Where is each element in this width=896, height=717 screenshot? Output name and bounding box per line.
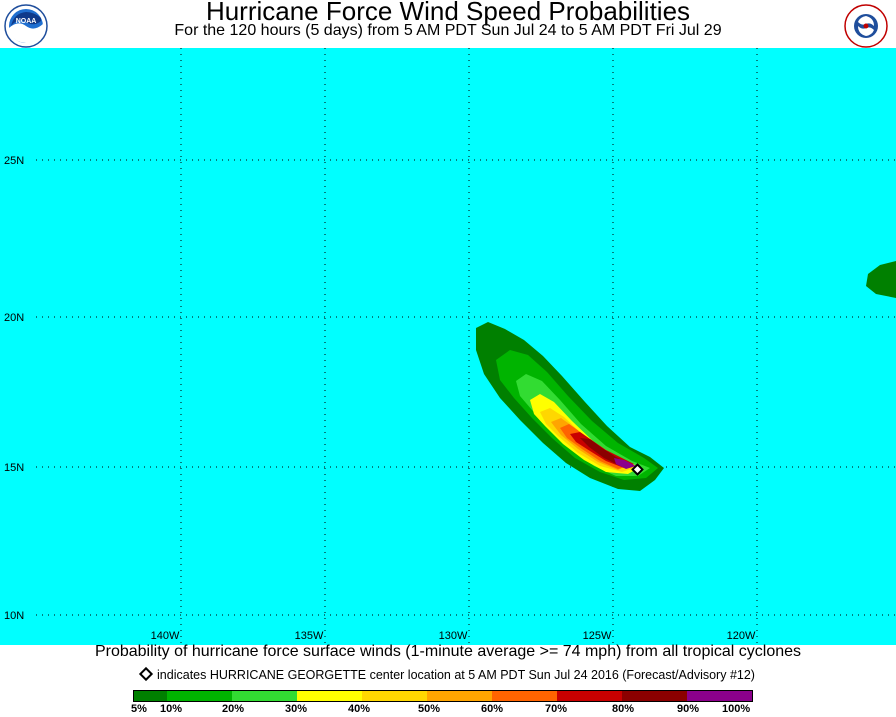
legend-label: 40% [348,703,371,715]
legend-swatch [492,690,557,702]
national-weather-service-logo [844,4,888,48]
storm-note: indicates HURRICANE GEORGETTE center loc… [0,666,896,682]
legend-swatch [133,690,167,702]
legend-labels: 5% 10% 20% 30% 40% 50% 60% 70% 80% 90% 1… [0,703,896,717]
storm-center-diamond [631,463,644,476]
svg-text:NOAA: NOAA [16,18,37,25]
noaa-logo: NOAA [4,4,48,48]
legend-swatch [362,690,427,702]
lat-label: 25N [4,155,24,167]
legend-swatch [557,690,622,702]
probability-map: 25N 20N 15N 10N 140W 135W 130W 125W 120W [0,48,896,645]
lat-label: 10N [4,610,24,622]
legend-swatch [687,690,753,702]
lon-label: 130W [439,630,468,642]
legend-label: 30% [285,703,308,715]
legend-label: 50% [418,703,441,715]
latitude-labels: 25N 20N 15N 10N [4,155,24,622]
footer: Probability of hurricane force surface w… [0,643,896,717]
legend-label: 100% [722,703,751,715]
lat-label: 20N [4,312,24,324]
ocean-background [0,48,896,645]
probability-swath [476,322,664,491]
lon-label: 135W [295,630,324,642]
color-legend [133,690,753,702]
legend-label: 60% [481,703,504,715]
page-subtitle: For the 120 hours (5 days) from 5 AM PDT… [174,22,722,39]
lon-label: 120W [727,630,756,642]
legend-label: 10% [160,703,183,715]
contour-90pct [614,458,636,469]
storm-note-text: indicates HURRICANE GEORGETTE center loc… [157,668,755,682]
legend-label: 5% [131,703,147,715]
lon-label: 125W [583,630,612,642]
longitude-labels: 140W 135W 130W 125W 120W [151,630,756,642]
lon-label: 140W [151,630,180,642]
map-caption: Probability of hurricane force surface w… [94,643,802,660]
map-canvas: 25N 20N 15N 10N 140W 135W 130W 125W 120W [0,48,896,645]
page-title: Hurricane Force Wind Speed Probabilities [205,0,691,26]
legend-swatch [297,690,362,702]
legend-swatch [427,690,492,702]
legend-label: 80% [612,703,635,715]
storm-diamond-icon [138,666,154,682]
legend-label: 70% [545,703,568,715]
legend-swatch [232,690,297,702]
lat-label: 15N [4,462,24,474]
legend-label: 90% [677,703,700,715]
legend-swatch [167,690,232,702]
eastern-pacific-swath [866,261,896,298]
legend-label: 20% [222,703,245,715]
legend-swatch [622,690,687,702]
header: NOAA Hurricane Force Wind Speed Probabil… [0,0,896,48]
